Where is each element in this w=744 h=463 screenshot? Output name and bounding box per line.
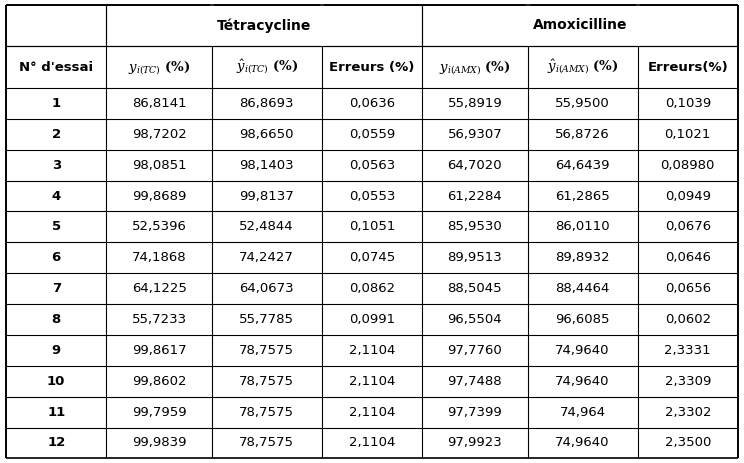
Text: 99,8602: 99,8602 xyxy=(132,375,186,388)
Text: 85,9530: 85,9530 xyxy=(447,220,502,233)
Text: 52,4844: 52,4844 xyxy=(240,220,294,233)
Text: 98,6650: 98,6650 xyxy=(240,128,294,141)
Text: 52,5396: 52,5396 xyxy=(132,220,187,233)
Text: 64,7020: 64,7020 xyxy=(448,159,502,172)
Text: 74,9640: 74,9640 xyxy=(555,375,610,388)
Text: 5: 5 xyxy=(51,220,61,233)
Text: 0,0559: 0,0559 xyxy=(349,128,395,141)
Text: 0,0676: 0,0676 xyxy=(664,220,711,233)
Text: 64,6439: 64,6439 xyxy=(555,159,610,172)
Text: 78,7575: 78,7575 xyxy=(240,437,294,450)
Text: 61,2284: 61,2284 xyxy=(447,189,502,202)
Text: 7: 7 xyxy=(51,282,61,295)
Text: 0,0602: 0,0602 xyxy=(664,313,711,326)
Text: 64,0673: 64,0673 xyxy=(240,282,294,295)
Text: 74,9640: 74,9640 xyxy=(555,437,610,450)
Text: 0,0553: 0,0553 xyxy=(349,189,395,202)
Text: Tétracycline: Tétracycline xyxy=(217,18,312,33)
Text: 98,0851: 98,0851 xyxy=(132,159,187,172)
Text: 99,8617: 99,8617 xyxy=(132,344,187,357)
Text: 89,9513: 89,9513 xyxy=(447,251,502,264)
Text: Erreurs(%): Erreurs(%) xyxy=(647,61,728,74)
Text: 74,2427: 74,2427 xyxy=(240,251,294,264)
Text: 99,8689: 99,8689 xyxy=(132,189,186,202)
Text: 61,2865: 61,2865 xyxy=(555,189,610,202)
Text: 98,1403: 98,1403 xyxy=(240,159,294,172)
Text: 97,9923: 97,9923 xyxy=(447,437,502,450)
Text: 9: 9 xyxy=(51,344,61,357)
Text: 74,964: 74,964 xyxy=(559,406,606,419)
Text: 0,1039: 0,1039 xyxy=(664,97,711,110)
Text: 78,7575: 78,7575 xyxy=(240,375,294,388)
Text: 97,7399: 97,7399 xyxy=(447,406,502,419)
Text: 74,9640: 74,9640 xyxy=(555,344,610,357)
Text: N° d'essai: N° d'essai xyxy=(19,61,93,74)
Text: 86,0110: 86,0110 xyxy=(555,220,610,233)
Text: 6: 6 xyxy=(51,251,61,264)
Text: Erreurs (%): Erreurs (%) xyxy=(330,61,414,74)
Text: 12: 12 xyxy=(47,437,65,450)
Text: 78,7575: 78,7575 xyxy=(240,344,294,357)
Text: 0,0991: 0,0991 xyxy=(349,313,395,326)
Text: 88,4464: 88,4464 xyxy=(555,282,610,295)
Text: 10: 10 xyxy=(47,375,65,388)
Text: 2: 2 xyxy=(51,128,61,141)
Text: 2,1104: 2,1104 xyxy=(349,406,395,419)
Text: 0,0656: 0,0656 xyxy=(664,282,711,295)
Text: 97,7760: 97,7760 xyxy=(447,344,502,357)
Text: 2,3331: 2,3331 xyxy=(664,344,711,357)
Text: 96,6085: 96,6085 xyxy=(555,313,610,326)
Text: $\mathbf{\mathit{y}}_{i(TC)}$ $\mathbf{(\%)}$: $\mathbf{\mathit{y}}_{i(TC)}$ $\mathbf{(… xyxy=(128,59,190,75)
Text: 78,7575: 78,7575 xyxy=(240,406,294,419)
Text: 99,8137: 99,8137 xyxy=(240,189,294,202)
Text: 0,0862: 0,0862 xyxy=(349,282,395,295)
Text: 74,1868: 74,1868 xyxy=(132,251,187,264)
Text: 0,0563: 0,0563 xyxy=(349,159,395,172)
Text: 56,8726: 56,8726 xyxy=(555,128,610,141)
Text: 0,0646: 0,0646 xyxy=(665,251,711,264)
Text: 0,0745: 0,0745 xyxy=(349,251,395,264)
Text: 99,9839: 99,9839 xyxy=(132,437,186,450)
Text: 0,1051: 0,1051 xyxy=(349,220,395,233)
Text: 0,08980: 0,08980 xyxy=(661,159,715,172)
Text: 0,0636: 0,0636 xyxy=(349,97,395,110)
Text: 88,5045: 88,5045 xyxy=(448,282,502,295)
Text: 4: 4 xyxy=(51,189,61,202)
Text: $\hat{\mathbf{\mathit{y}}}_{i(AMX)}$ $\mathbf{(\%)}$: $\hat{\mathbf{\mathit{y}}}_{i(AMX)}$ $\m… xyxy=(547,58,618,76)
Text: 56,9307: 56,9307 xyxy=(447,128,502,141)
Text: 2,1104: 2,1104 xyxy=(349,437,395,450)
Text: 11: 11 xyxy=(47,406,65,419)
Text: 64,1225: 64,1225 xyxy=(132,282,187,295)
Text: $\hat{\mathbf{\mathit{y}}}_{i(TC)}$ $\mathbf{(\%)}$: $\hat{\mathbf{\mathit{y}}}_{i(TC)}$ $\ma… xyxy=(236,58,298,76)
Text: 98,7202: 98,7202 xyxy=(132,128,187,141)
Text: 8: 8 xyxy=(51,313,61,326)
Text: 2,3309: 2,3309 xyxy=(664,375,711,388)
Text: 2,1104: 2,1104 xyxy=(349,375,395,388)
Text: 2,1104: 2,1104 xyxy=(349,344,395,357)
Text: 86,8141: 86,8141 xyxy=(132,97,187,110)
Text: 99,7959: 99,7959 xyxy=(132,406,187,419)
Text: 2,3302: 2,3302 xyxy=(664,406,711,419)
Text: 97,7488: 97,7488 xyxy=(448,375,502,388)
Text: 55,8919: 55,8919 xyxy=(447,97,502,110)
Text: $\mathbf{\mathit{y}}_{i(AMX)}$ $\mathbf{(\%)}$: $\mathbf{\mathit{y}}_{i(AMX)}$ $\mathbf{… xyxy=(439,59,510,75)
Text: 96,5504: 96,5504 xyxy=(448,313,502,326)
Text: 89,8932: 89,8932 xyxy=(555,251,610,264)
Text: Amoxicilline: Amoxicilline xyxy=(533,19,627,32)
Text: 55,7233: 55,7233 xyxy=(132,313,187,326)
Text: 2,3500: 2,3500 xyxy=(664,437,711,450)
Text: 0,0949: 0,0949 xyxy=(665,189,711,202)
Text: 86,8693: 86,8693 xyxy=(240,97,294,110)
Text: 1: 1 xyxy=(51,97,61,110)
Text: 0,1021: 0,1021 xyxy=(664,128,711,141)
Text: 55,7785: 55,7785 xyxy=(240,313,294,326)
Text: 55,9500: 55,9500 xyxy=(555,97,610,110)
Text: 3: 3 xyxy=(51,159,61,172)
